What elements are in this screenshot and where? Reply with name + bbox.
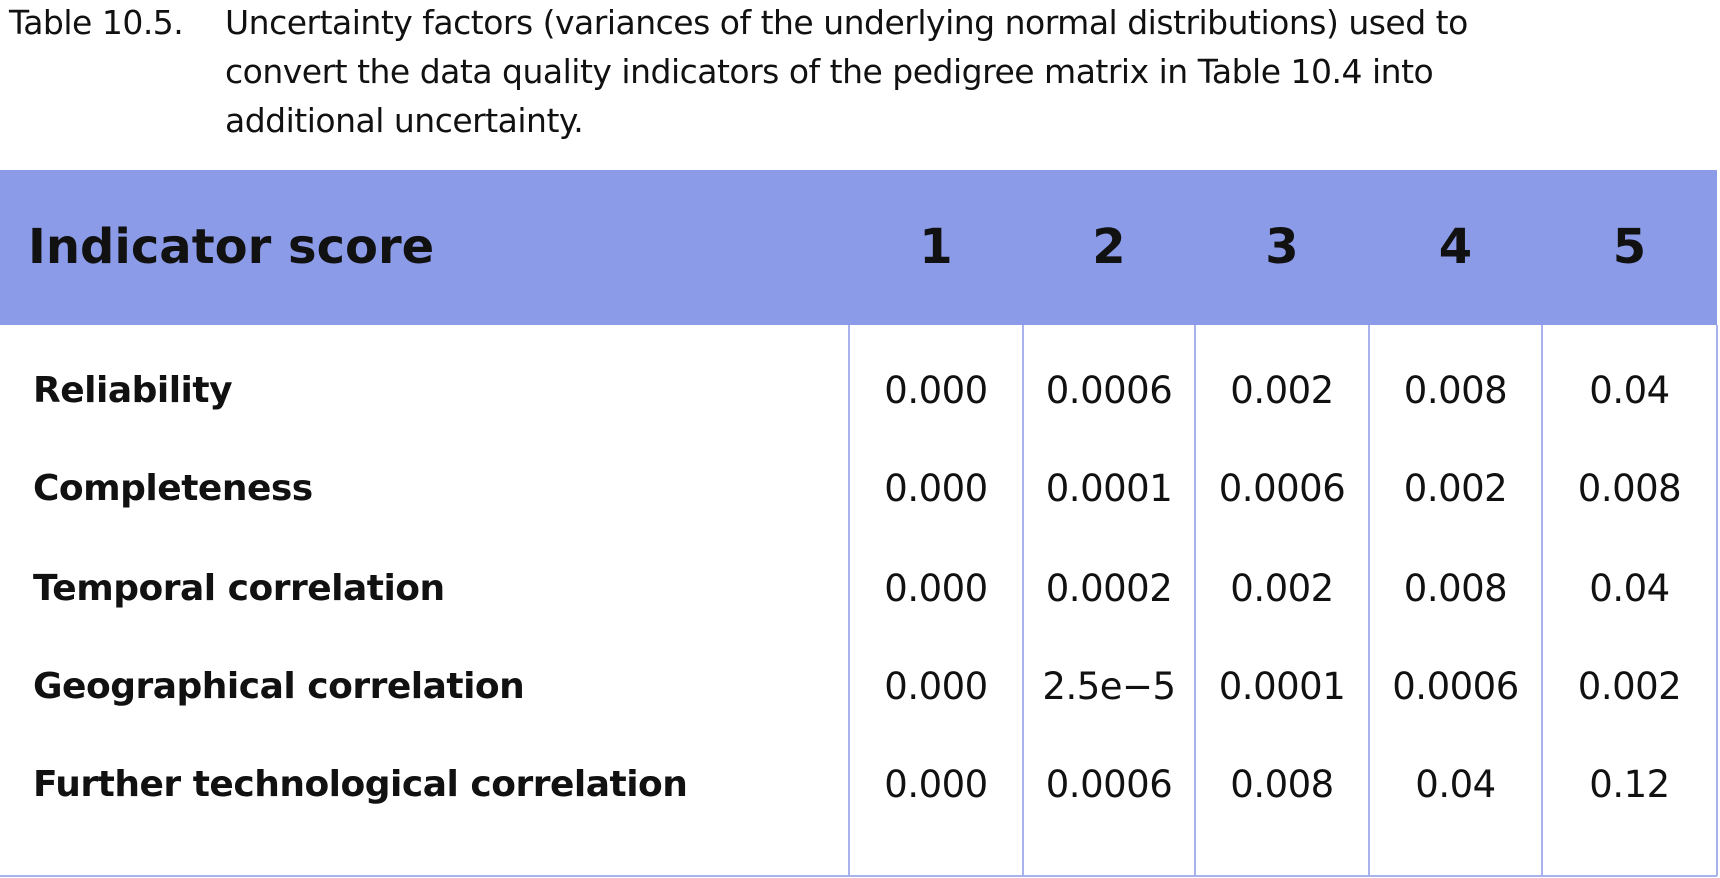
row-label: Reliability [33, 370, 233, 411]
column-rule [1716, 325, 1718, 876]
row-label: Temporal correlation [33, 568, 445, 609]
column-rule [1194, 325, 1196, 876]
column-rule [1022, 325, 1024, 876]
cell: 0.12 [1589, 763, 1670, 806]
cell: 0.0006 [1392, 665, 1519, 708]
cell: 0.008 [1403, 567, 1508, 610]
cell: 0.000 [884, 763, 988, 806]
column-rule [1541, 325, 1543, 876]
table-border [0, 875, 1717, 877]
cell: 0.04 [1415, 763, 1496, 806]
row-label: Further technological correlation [33, 764, 688, 805]
cell: 0.000 [884, 665, 988, 708]
caption-line: convert the data quality indicators of t… [225, 52, 1434, 91]
cell: 0.002 [1230, 369, 1334, 412]
header-cell: 2 [1092, 219, 1126, 275]
cell: 0.0002 [1045, 567, 1173, 610]
cell: 2.5e−5 [1042, 665, 1176, 708]
column-rule [1368, 325, 1370, 876]
cell: 0.008 [1230, 763, 1334, 806]
caption-line: Uncertainty factors (variances of the un… [225, 3, 1468, 42]
header-cell: Indicator score [28, 219, 435, 275]
row-label: Geographical correlation [33, 666, 525, 707]
cell: 0.008 [1403, 369, 1508, 412]
cell: 0.0006 [1045, 369, 1173, 412]
cell: 0.000 [884, 467, 988, 510]
caption-line: additional uncertainty. [225, 101, 584, 140]
cell: 0.000 [884, 567, 988, 610]
cell: 0.0001 [1045, 467, 1173, 510]
caption-label: Table 10.5. [9, 3, 184, 42]
header-cell: 5 [1612, 219, 1647, 275]
cell: 0.0006 [1218, 467, 1346, 510]
column-rule [848, 325, 850, 876]
header-cell: 3 [1265, 219, 1299, 275]
cell: 0.002 [1577, 665, 1682, 708]
cell: 0.0001 [1218, 665, 1346, 708]
header-cell: 4 [1438, 219, 1473, 275]
cell: 0.008 [1577, 467, 1682, 510]
header-cell: 1 [919, 219, 953, 275]
cell: 0.04 [1589, 369, 1670, 412]
cell: 0.002 [1230, 567, 1334, 610]
cell: 0.002 [1403, 467, 1508, 510]
cell: 0.000 [884, 369, 988, 412]
cell: 0.0006 [1045, 763, 1173, 806]
cell: 0.04 [1589, 567, 1670, 610]
row-label: Completeness [33, 468, 313, 509]
header-band [0, 170, 1717, 325]
